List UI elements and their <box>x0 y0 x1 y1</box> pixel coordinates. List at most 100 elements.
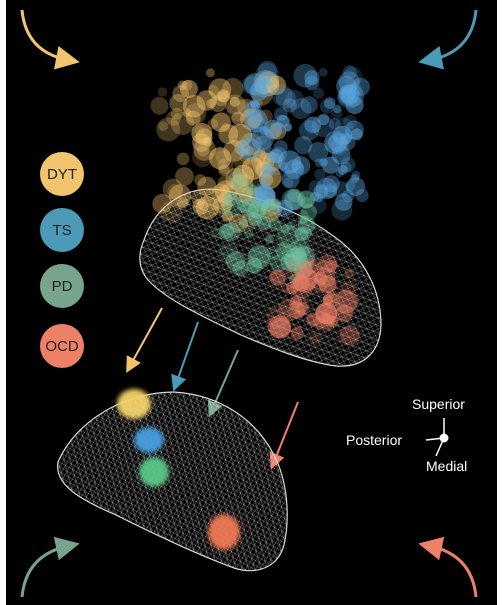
cloud-point <box>294 227 309 242</box>
orientation-compass <box>425 418 449 457</box>
cloud-point <box>259 125 270 136</box>
cloud-point <box>229 96 240 107</box>
curved-arrow-icon-bottom-right <box>418 536 478 598</box>
legend-pd: PD <box>40 264 84 308</box>
cloud-point <box>250 126 274 150</box>
cloud-point <box>323 97 336 109</box>
cloud-point <box>316 260 327 272</box>
cloud-point <box>285 90 305 110</box>
cloud-point <box>278 298 301 322</box>
sweet-spot-ocd <box>208 514 240 550</box>
cloud-point <box>211 112 231 133</box>
cloud-point <box>291 296 309 314</box>
cloud-point <box>208 78 232 101</box>
cloud-point <box>176 152 190 166</box>
cloud-point <box>221 197 242 218</box>
cloud-point <box>291 161 304 174</box>
cloud-point <box>214 92 228 107</box>
cloud-point <box>335 168 345 178</box>
cloud-point <box>305 260 315 269</box>
cloud-point <box>255 79 274 98</box>
cloud-point <box>342 65 357 80</box>
cloud-point <box>299 227 313 240</box>
arrow-icon-ocd <box>269 401 299 470</box>
cloud-point <box>322 293 336 307</box>
cloud-point <box>293 226 303 236</box>
cloud-point <box>249 99 259 108</box>
cloud-point <box>312 316 326 330</box>
cloud-point <box>345 181 356 191</box>
cloud-point <box>300 96 318 114</box>
cloud-point <box>322 156 340 174</box>
cloud-point <box>254 75 273 95</box>
cloud-point <box>295 301 309 316</box>
cloud-point <box>217 175 234 192</box>
cloud-point <box>299 215 309 224</box>
cloud-point <box>283 188 306 211</box>
cloud-point <box>292 274 310 292</box>
cloud-point <box>304 75 319 91</box>
cloud-point <box>179 79 198 98</box>
cloud-point <box>270 198 281 209</box>
cloud-point <box>304 116 322 134</box>
cloud-point <box>222 182 234 194</box>
cloud-point <box>318 67 328 77</box>
cloud-point <box>257 135 268 145</box>
cloud-point <box>238 137 261 161</box>
cloud-point <box>231 111 245 125</box>
cloud-point <box>160 200 183 224</box>
cloud-point <box>351 170 361 180</box>
cloud-point <box>261 173 274 186</box>
curved-arrow-icon-top-right <box>418 9 478 70</box>
cloud-point <box>219 184 229 194</box>
curved-arrow-icon-bottom-left <box>20 536 80 598</box>
cloud-point <box>326 287 338 299</box>
sweet-spot-dyt <box>117 389 151 419</box>
cloud-point <box>337 86 358 106</box>
cloud-point <box>324 259 337 273</box>
cloud-point <box>298 209 309 220</box>
cloud-point <box>169 94 188 112</box>
cloud-point <box>269 254 288 273</box>
cloud-point <box>252 204 267 219</box>
cloud-point <box>249 114 265 129</box>
cloud-point <box>234 140 250 156</box>
cloud-point <box>157 87 168 97</box>
legend-pd-label: PD <box>51 277 73 295</box>
cloud-point <box>266 75 287 96</box>
cloud-point <box>167 183 184 200</box>
cloud-point <box>324 136 343 154</box>
cloud-point <box>276 115 290 128</box>
cloud-point <box>243 146 254 156</box>
cloud-point <box>318 254 338 274</box>
cloud-point <box>245 184 258 196</box>
cloud-point <box>293 63 318 88</box>
cloud-point <box>258 75 280 96</box>
cloud-point <box>152 193 172 214</box>
cloud-point <box>263 119 282 139</box>
cloud-point <box>217 90 230 102</box>
cloud-point <box>280 224 290 234</box>
cloud-point <box>259 176 271 188</box>
cloud-point <box>326 315 339 328</box>
cloud-point <box>334 289 359 314</box>
cloud-point <box>333 104 342 114</box>
cloud-point <box>175 167 194 186</box>
cloud-point <box>257 166 273 182</box>
cloud-point <box>275 243 293 260</box>
sweet-spot-ts <box>134 427 164 453</box>
cloud-point <box>318 275 337 294</box>
cloud-point <box>207 84 219 96</box>
cloud-point <box>355 189 369 203</box>
arrow-icon-ts <box>171 321 199 392</box>
cloud-point <box>230 174 249 193</box>
cloud-point <box>248 212 262 227</box>
cloud-point <box>322 312 331 321</box>
legend-dyt-label: DYT <box>47 165 77 183</box>
cloud-point <box>276 224 300 248</box>
cloud-point <box>319 99 335 114</box>
cloud-point <box>323 291 340 308</box>
cloud-point <box>337 164 348 175</box>
cloud-point <box>289 295 303 308</box>
cloud-point <box>300 204 317 221</box>
